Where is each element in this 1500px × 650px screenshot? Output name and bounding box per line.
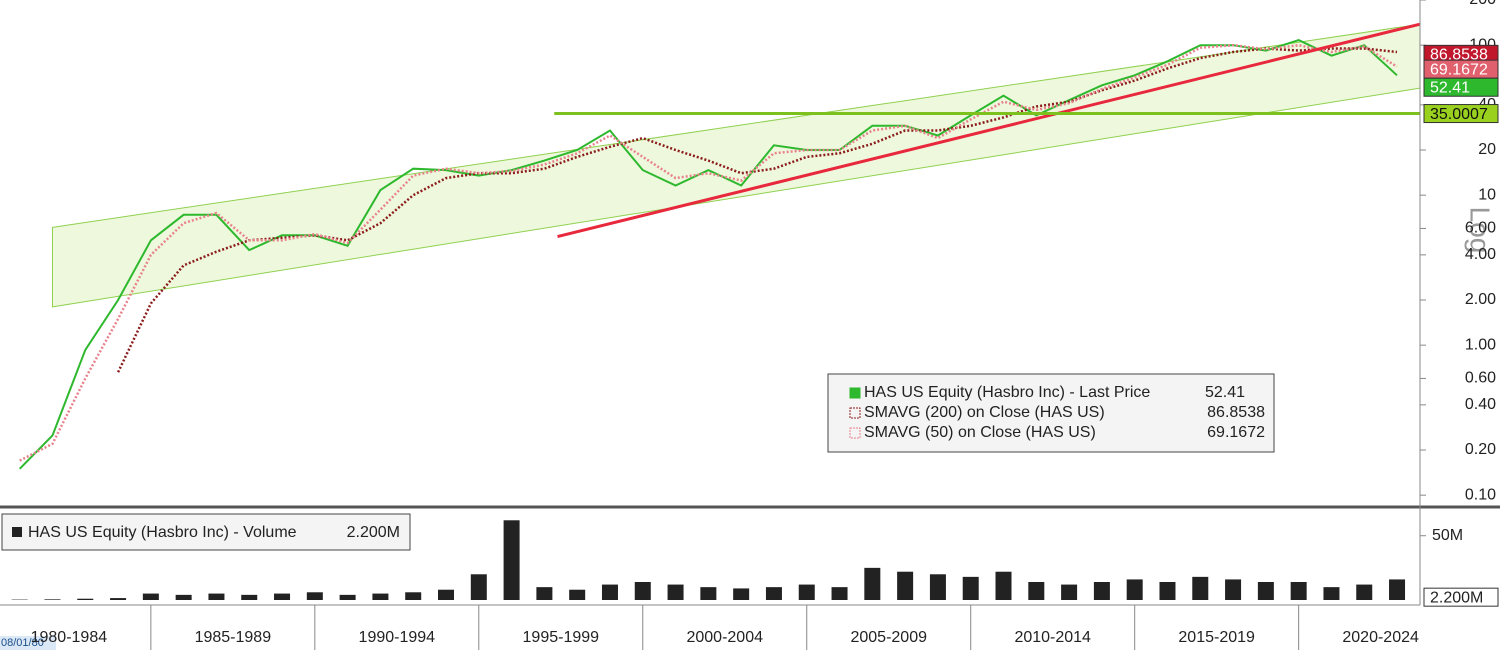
volume-bar bbox=[306, 592, 323, 600]
start-date-box bbox=[0, 636, 56, 650]
y-tick-label: 0.20 bbox=[1465, 441, 1496, 458]
volume-bar bbox=[503, 520, 520, 600]
volume-bar bbox=[569, 589, 586, 600]
legend-value: 69.1672 bbox=[1207, 424, 1265, 441]
x-tick-label: 2020-2024 bbox=[1342, 629, 1419, 646]
volume-legend-box bbox=[1, 513, 411, 551]
volume-bar bbox=[208, 593, 225, 600]
volume-bar bbox=[1225, 579, 1242, 600]
volume-y-tick-label: 50M bbox=[1432, 527, 1463, 544]
volume-bar bbox=[110, 598, 127, 600]
volume-bar bbox=[1159, 582, 1176, 600]
level-tag-box bbox=[1423, 104, 1499, 124]
y-axis-label: Log bbox=[1465, 207, 1496, 254]
price-line bbox=[18, 39, 1398, 470]
x-tick-label: 2015-2019 bbox=[1178, 629, 1255, 646]
volume-legend-value: 2.200M bbox=[347, 524, 400, 541]
volume-bar bbox=[438, 589, 455, 600]
volume-bar bbox=[470, 574, 487, 600]
volume-bar bbox=[1356, 584, 1373, 600]
volume-bar bbox=[405, 592, 422, 600]
y-tick-label: 2.00 bbox=[1465, 291, 1496, 308]
volume-bar bbox=[897, 571, 914, 600]
legend-label: HAS US Equity (Hasbro Inc) - Last Price bbox=[864, 384, 1150, 401]
last-price-tag: 52.41 bbox=[1430, 79, 1470, 96]
volume-bar bbox=[831, 587, 848, 600]
volume-bar bbox=[77, 598, 94, 600]
x-tick-label: 1980-1984 bbox=[31, 629, 108, 646]
y-tick-label: 4.00 bbox=[1465, 246, 1496, 263]
y-tick-label: 0.40 bbox=[1465, 396, 1496, 413]
volume-bar bbox=[798, 584, 815, 600]
volume-bar bbox=[765, 587, 782, 600]
y-tick-label: 0.60 bbox=[1465, 370, 1496, 387]
volume-bar bbox=[1093, 582, 1110, 600]
volume-last-label: 2.200M bbox=[1430, 589, 1483, 606]
y-tick-label: 1.00 bbox=[1465, 336, 1496, 353]
volume-bar bbox=[372, 593, 389, 600]
sma50-tag: 69.1672 bbox=[1430, 61, 1488, 78]
x-tick-label: 2010-2014 bbox=[1014, 629, 1091, 646]
x-tick-label: 2000-2004 bbox=[686, 629, 763, 646]
volume-bar bbox=[733, 588, 750, 600]
legend-box bbox=[827, 373, 1275, 453]
volume-bar bbox=[142, 593, 159, 600]
start-date: 08/01/80 bbox=[1, 637, 44, 649]
volume-legend-swatch bbox=[12, 527, 22, 537]
volume-bar bbox=[995, 571, 1012, 600]
x-tick-label: 1990-1994 bbox=[359, 629, 436, 646]
moving-average-line bbox=[19, 43, 1398, 462]
legend-label: SMAVG (200) on Close (HAS US) bbox=[864, 404, 1105, 421]
volume-bar bbox=[1389, 579, 1406, 600]
volume-bar bbox=[1257, 582, 1274, 600]
volume-bar bbox=[634, 582, 651, 600]
volume-bar bbox=[1192, 576, 1209, 600]
y-tick-label: 200 bbox=[1469, 0, 1496, 8]
volume-bar bbox=[241, 594, 258, 600]
volume-legend-label: HAS US Equity (Hasbro Inc) - Volume bbox=[28, 524, 297, 541]
volume-bar bbox=[339, 594, 356, 600]
x-tick-label: 1995-1999 bbox=[523, 629, 600, 646]
volume-last-box bbox=[1423, 587, 1499, 607]
volume-bar bbox=[1126, 579, 1143, 600]
legend-label: SMAVG (50) on Close (HAS US) bbox=[864, 424, 1096, 441]
volume-bar bbox=[274, 593, 291, 600]
y-tick-label: 0.10 bbox=[1465, 486, 1496, 503]
volume-bar bbox=[929, 574, 946, 600]
legend-value: 52.41 bbox=[1205, 384, 1245, 401]
legend-swatch bbox=[849, 407, 861, 419]
volume-bar bbox=[1061, 584, 1078, 600]
y-tick-label: 10 bbox=[1478, 186, 1496, 203]
volume-bar bbox=[175, 594, 192, 600]
level-tag: 35.0007 bbox=[1430, 106, 1488, 123]
y-tick-label: 20 bbox=[1478, 141, 1496, 158]
volume-bar bbox=[700, 587, 717, 600]
trendline bbox=[557, 22, 1421, 238]
sma200-tag: 86.8538 bbox=[1430, 47, 1488, 64]
volume-bar bbox=[601, 584, 618, 600]
y-tick-label: 6.00 bbox=[1465, 220, 1496, 237]
x-tick-label: 1985-1989 bbox=[195, 629, 272, 646]
volume-bar bbox=[667, 584, 684, 600]
volume-bar bbox=[864, 567, 881, 600]
legend-swatch bbox=[849, 387, 861, 399]
x-tick-label: 2005-2009 bbox=[850, 629, 927, 646]
volume-bar bbox=[1028, 582, 1045, 600]
volume-bar bbox=[536, 587, 553, 600]
volume-bar bbox=[1323, 587, 1340, 600]
last-price-tag-box bbox=[1423, 77, 1499, 97]
volume-bar bbox=[962, 576, 979, 600]
volume-bar bbox=[1290, 582, 1307, 600]
legend-value: 86.8538 bbox=[1207, 404, 1265, 421]
legend-swatch bbox=[849, 427, 861, 439]
volume-bar bbox=[44, 599, 61, 600]
